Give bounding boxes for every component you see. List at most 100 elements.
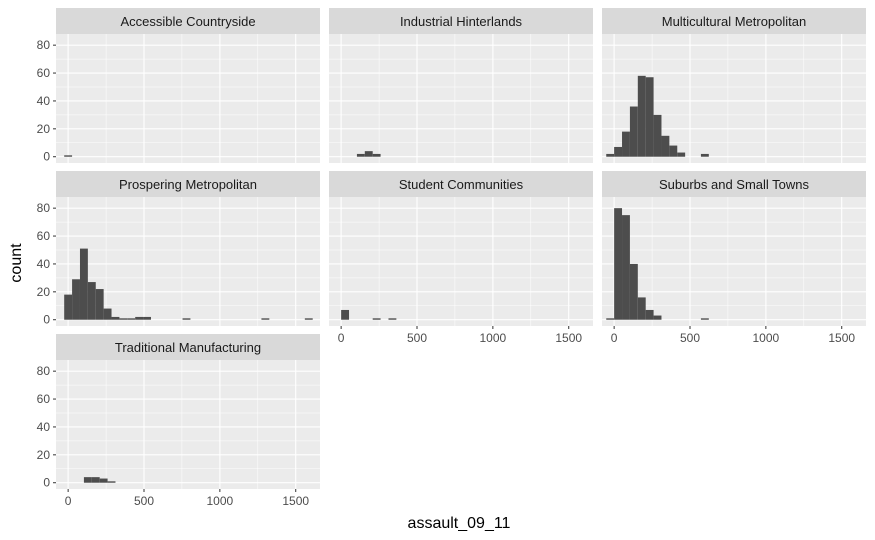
histogram-bar: [669, 145, 678, 157]
histogram-bar: [606, 153, 615, 157]
x-tick-label: 0: [338, 331, 345, 345]
histogram-bar: [622, 215, 630, 320]
histogram-bar: [341, 309, 350, 320]
y-tick-label: 80: [37, 364, 51, 378]
histogram-bar: [637, 75, 646, 157]
y-tick-label: 40: [37, 257, 51, 271]
histogram-bar: [622, 131, 630, 157]
histogram-bar: [304, 318, 313, 320]
histogram-bar: [637, 297, 646, 320]
facet-strip-label: Multicultural Metropolitan: [662, 14, 807, 29]
histogram-bar: [72, 279, 80, 320]
y-tick-label: 20: [37, 285, 51, 299]
histogram-bar: [661, 135, 670, 157]
histogram-bar: [95, 289, 104, 320]
y-tick-label: 80: [37, 201, 51, 215]
histogram-bar: [606, 318, 615, 320]
histogram-bar: [103, 308, 112, 320]
facet-panel: Multicultural Metropolitan: [602, 8, 866, 163]
facet-strip: [329, 171, 593, 197]
facet-panel: Student Communities 0 500 1000 1500: [329, 171, 593, 345]
histogram-bar: [653, 114, 662, 157]
histogram-bar: [653, 315, 662, 320]
panel-background: [56, 34, 320, 163]
panel-background: [56, 360, 320, 489]
y-tick-label: 60: [37, 392, 51, 406]
panel-background: [602, 197, 866, 326]
histogram-bar: [135, 316, 144, 320]
y-tick-label: 0: [43, 476, 50, 490]
y-tick-label: 0: [43, 150, 50, 164]
histogram-bar: [629, 106, 638, 157]
histogram-bar: [645, 77, 654, 157]
facet-panel: Prospering Metropolitan 0 20 40 60 80: [37, 171, 320, 327]
histogram-bar: [677, 152, 686, 157]
x-tick-label: 1500: [282, 494, 309, 508]
facet-strip-label: Student Communities: [399, 177, 524, 192]
facet-strip: [602, 8, 866, 34]
y-tick-label: 60: [37, 66, 51, 80]
histogram-bar: [372, 153, 381, 157]
facet-strip-label: Industrial Hinterlands: [400, 14, 523, 29]
histogram-bar: [372, 318, 381, 320]
facet-strip-label: Suburbs and Small Towns: [659, 177, 810, 192]
x-axis-title: assault_09_11: [408, 515, 511, 532]
facet-panel: Suburbs and Small Towns 0 500 1000 1500: [602, 171, 866, 345]
facet-strip: [56, 8, 320, 34]
facet-strip-label: Traditional Manufacturing: [115, 340, 261, 355]
histogram-bar: [388, 318, 397, 320]
histogram-bar: [64, 155, 73, 157]
y-tick-label: 20: [37, 448, 51, 462]
histogram-bar: [629, 263, 638, 320]
histogram-bar: [143, 316, 151, 320]
histogram-bar: [83, 477, 92, 483]
facet-strip: [56, 171, 320, 197]
x-tick-label: 1000: [480, 331, 507, 345]
facet-panel: Traditional Manufacturing 0 20 40 60 80 0 500 10…: [37, 334, 320, 508]
panel-background: [329, 197, 593, 326]
facet-strip: [602, 171, 866, 197]
facet-panel: Accessible Countryside 0 20 40 60 80: [37, 8, 320, 164]
histogram-bar: [614, 208, 623, 320]
histogram-bar: [614, 146, 623, 157]
x-tick-label: 0: [611, 331, 618, 345]
y-tick-label: 60: [37, 229, 51, 243]
x-tick-label: 1000: [207, 494, 234, 508]
y-tick-label: 20: [37, 122, 51, 136]
x-tick-label: 0: [65, 494, 72, 508]
facet-strip: [56, 334, 320, 360]
histogram-bar: [64, 294, 73, 320]
histogram-bar: [99, 478, 108, 483]
x-tick-label: 1500: [828, 331, 855, 345]
histogram-bar: [261, 318, 270, 320]
y-tick-label: 40: [37, 420, 51, 434]
histogram-bar: [91, 477, 100, 483]
facet-strip-label: Prospering Metropolitan: [119, 177, 257, 192]
histogram-bar: [364, 151, 373, 157]
x-tick-label: 500: [680, 331, 700, 345]
x-tick-label: 500: [134, 494, 154, 508]
facet-panel: Industrial Hinterlands: [329, 8, 593, 163]
x-tick-label: 1000: [753, 331, 780, 345]
histogram-bar: [700, 153, 709, 157]
histogram-bar: [700, 318, 709, 320]
histogram-bar: [119, 318, 128, 320]
panel-background: [329, 34, 593, 163]
histogram-bar: [645, 309, 654, 320]
histogram-bar: [182, 318, 191, 320]
facet-strip-label: Accessible Countryside: [120, 14, 255, 29]
facet-strip: [329, 8, 593, 34]
y-axis-title: count: [8, 243, 25, 283]
histogram-bar: [111, 316, 120, 320]
histogram-bar: [127, 318, 136, 320]
y-tick-label: 40: [37, 94, 51, 108]
histogram-bar: [107, 481, 116, 483]
y-tick-label: 80: [37, 38, 51, 52]
x-tick-label: 500: [407, 331, 427, 345]
histogram-bar: [87, 282, 96, 320]
histogram-bar: [356, 153, 365, 157]
x-tick-label: 1500: [555, 331, 582, 345]
histogram-bar: [79, 248, 88, 320]
y-tick-label: 0: [43, 313, 50, 327]
